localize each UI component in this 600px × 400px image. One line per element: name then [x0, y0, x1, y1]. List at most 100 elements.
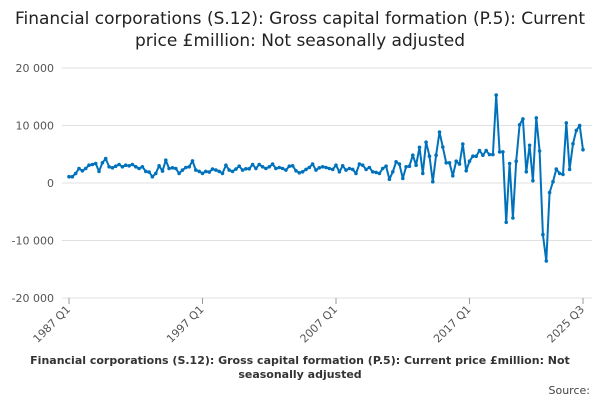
data-point: [491, 152, 495, 157]
data-point: [507, 161, 512, 166]
data-point: [531, 178, 535, 183]
data-point: [180, 168, 185, 172]
data-point: [484, 148, 489, 153]
data-point: [324, 165, 328, 170]
data-point: [300, 170, 305, 174]
data-point: [107, 165, 111, 169]
data-point: [257, 162, 262, 167]
data-point: [157, 164, 161, 168]
y-tick-label: -10 000: [12, 235, 54, 248]
data-point: [527, 143, 532, 148]
data-point: [220, 171, 225, 176]
data-point: [481, 153, 485, 157]
data-point: [127, 164, 131, 168]
data-point: [134, 165, 138, 169]
data-point: [154, 171, 158, 176]
data-point: [174, 166, 178, 171]
data-point: [87, 163, 91, 167]
data-point: [471, 154, 475, 158]
y-tick-label: 10 000: [16, 120, 55, 133]
data-point: [147, 170, 151, 174]
data-point: [401, 176, 405, 181]
data-point: [567, 167, 572, 172]
data-point: [80, 169, 85, 173]
data-point: [103, 156, 108, 161]
x-axis-ticks: 1987 Q1 1997 Q1 2007 Q1 2017 Q1 2025 Q3: [31, 298, 588, 346]
chart-caption: Financial corporations (S.12): Gross cap…: [30, 354, 570, 381]
data-point: [73, 171, 78, 176]
data-point: [314, 168, 318, 172]
data-point: [497, 150, 502, 154]
data-point: [380, 166, 385, 171]
data-point: [144, 169, 148, 174]
data-point: [287, 164, 292, 168]
data-point: [541, 232, 545, 237]
data-point: [297, 171, 302, 175]
data-point: [431, 179, 435, 184]
data-point: [524, 170, 529, 174]
data-point: [330, 167, 335, 172]
data-point: [227, 168, 231, 172]
data-point: [344, 168, 348, 172]
data-point: [70, 174, 75, 179]
data-point: [534, 116, 539, 120]
data-point: [290, 164, 295, 168]
data-point: [477, 148, 482, 153]
data-point: [230, 169, 235, 174]
data-point: [561, 172, 565, 177]
data-point: [364, 167, 368, 172]
data-point: [334, 163, 338, 167]
data-point: [214, 168, 218, 172]
data-point: [377, 171, 382, 176]
data-point: [467, 159, 472, 163]
data-point: [384, 164, 388, 168]
data-point: [511, 216, 515, 220]
data-point: [581, 147, 585, 152]
x-tick-label: 2007 Q1: [298, 303, 341, 346]
data-point: [557, 171, 562, 176]
data-point: [514, 159, 518, 163]
y-tick-label: 20 000: [16, 62, 55, 75]
data-point: [270, 162, 275, 166]
data-point: [387, 177, 392, 182]
data-point: [417, 145, 422, 150]
data-point: [307, 165, 312, 170]
data-point: [140, 165, 145, 169]
data-point: [254, 166, 258, 171]
x-tick-label: 1997 Q1: [164, 303, 207, 346]
data-point: [210, 167, 215, 171]
chart-title: Financial corporations (S.12): Gross cap…: [14, 9, 586, 51]
data-point: [327, 166, 332, 171]
data-point: [404, 165, 408, 169]
data-point: [407, 164, 412, 168]
data-point: [123, 163, 128, 167]
data-point: [204, 169, 208, 174]
data-point: [517, 123, 522, 127]
data-point: [564, 121, 569, 125]
data-point: [461, 142, 465, 146]
data-point: [83, 166, 88, 171]
data-point: [167, 166, 171, 171]
data-point: [280, 166, 285, 171]
data-point: [444, 161, 449, 165]
data-point: [370, 170, 375, 174]
x-tick-label: 2025 Q3: [545, 303, 588, 346]
data-point: [464, 169, 469, 173]
data-point: [320, 165, 325, 169]
data-point: [454, 159, 459, 163]
data-point: [67, 174, 71, 179]
gridlines: [62, 67, 592, 299]
y-tick-label: 0: [47, 177, 54, 190]
line-chart: 20 000 10 000 0 -10 000 -20 000 1987 Q1 1997 …: [12, 62, 592, 346]
data-point: [250, 162, 255, 167]
data-point: [360, 163, 365, 167]
data-point: [237, 164, 241, 168]
data-point: [434, 153, 438, 157]
data-point: [537, 149, 542, 153]
series-line: [69, 94, 584, 262]
data-point: [234, 167, 238, 171]
data-point: [244, 167, 248, 171]
data-point: [394, 160, 398, 164]
data-point: [190, 159, 195, 163]
data-point: [441, 145, 445, 149]
